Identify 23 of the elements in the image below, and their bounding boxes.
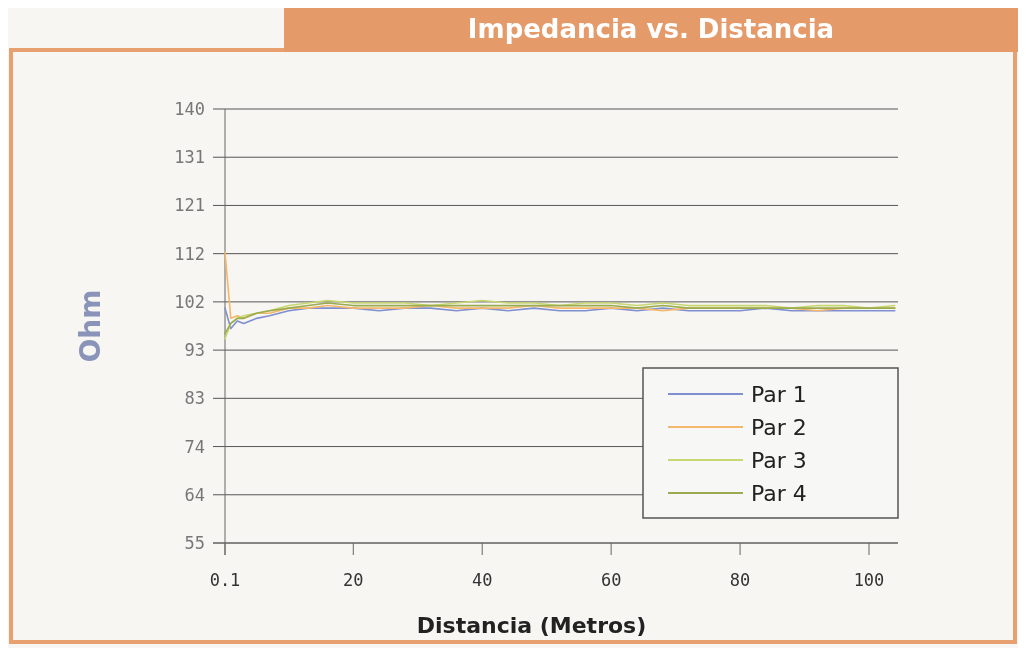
x-tick-label: 0.1 <box>209 570 241 590</box>
legend-label: Par 1 <box>751 382 807 407</box>
legend-label: Par 2 <box>751 415 807 440</box>
y-tick-label: 102 <box>174 291 205 312</box>
y-tick-label: 64 <box>184 484 205 505</box>
y-tick-label: 83 <box>184 388 205 409</box>
chart-title: Impedancia vs. Distancia <box>467 14 835 44</box>
x-tick-label: 40 <box>471 570 493 590</box>
x-tick-label: 20 <box>343 570 364 590</box>
y-tick-label: 74 <box>184 436 205 457</box>
legend-label: Par 4 <box>751 481 807 506</box>
y-tick-label: 131 <box>174 147 205 168</box>
y-tick-label: 55 <box>184 533 205 553</box>
legend-label: Par 3 <box>751 448 807 473</box>
y-axis-title: Ohm <box>74 289 107 363</box>
y-tick-label: 93 <box>184 340 205 361</box>
y-tick-label: 140 <box>174 99 205 119</box>
x-tick-label: 60 <box>600 570 622 590</box>
y-tick-label: 112 <box>174 243 205 264</box>
x-tick-label: 100 <box>853 570 885 590</box>
x-axis-title: Distancia (Metros) <box>416 613 647 638</box>
y-tick-label: 121 <box>174 195 205 216</box>
x-tick-label: 80 <box>729 570 751 590</box>
